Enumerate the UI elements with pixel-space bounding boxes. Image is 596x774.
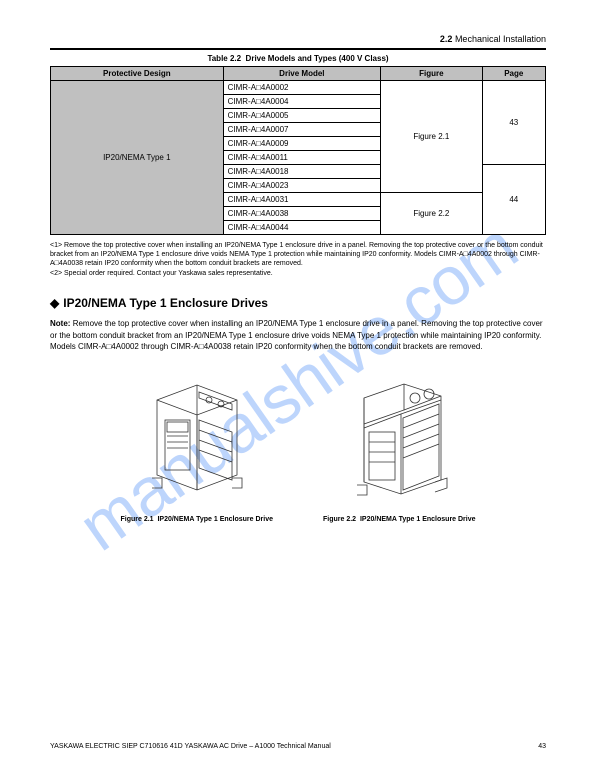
- cell-model: CIMR-A□4A0018: [223, 165, 380, 179]
- cell-model: CIMR-A□4A0044: [223, 221, 380, 235]
- cell-model: CIMR-A□4A0011: [223, 151, 380, 165]
- cell-model: CIMR-A□4A0005: [223, 109, 380, 123]
- col-figure: Figure: [381, 67, 483, 81]
- footer-left: YASKAWA ELECTRIC SIEP C710616 41D YASKAW…: [50, 743, 331, 750]
- cell-model: CIMR-A□4A0023: [223, 179, 380, 193]
- table-notes: <1> Remove the top protective cover when…: [50, 241, 546, 278]
- col-model: Drive Model: [223, 67, 380, 81]
- cell-page: 43: [482, 81, 545, 165]
- cell-design: IP20/NEMA Type 1: [51, 81, 224, 235]
- footer-page: 43: [538, 743, 546, 750]
- figure-left: Figure 2.1 IP20/NEMA Type 1 Enclosure Dr…: [120, 370, 273, 523]
- col-page: Page: [482, 67, 545, 81]
- note-1: <1> Remove the top protective cover when…: [50, 241, 546, 268]
- col-design: Protective Design: [51, 67, 224, 81]
- subsection-note: Note: Remove the top protective cover wh…: [50, 318, 546, 352]
- section-title: 2.2 Mechanical Installation: [440, 34, 546, 44]
- note-2: <2> Special order required. Contact your…: [50, 269, 546, 278]
- cell-model: CIMR-A□4A0007: [223, 123, 380, 137]
- drive-illustration-1: [137, 370, 257, 510]
- figure-caption-right: Figure 2.2 IP20/NEMA Type 1 Enclosure Dr…: [323, 516, 476, 523]
- subsection-title: ◆IP20/NEMA Type 1 Enclosure Drives: [50, 296, 546, 310]
- page-footer: YASKAWA ELECTRIC SIEP C710616 41D YASKAW…: [50, 743, 546, 750]
- cell-model: CIMR-A□4A0004: [223, 95, 380, 109]
- drive-illustration-2: [339, 370, 459, 510]
- cell-figure: Figure 2.1: [381, 81, 483, 193]
- cell-model: CIMR-A□4A0009: [223, 137, 380, 151]
- cell-figure: Figure 2.2: [381, 193, 483, 235]
- divider: [50, 48, 546, 50]
- cell-model: CIMR-A□4A0002: [223, 81, 380, 95]
- cell-model: CIMR-A□4A0031: [223, 193, 380, 207]
- figure-caption-left: Figure 2.1 IP20/NEMA Type 1 Enclosure Dr…: [120, 516, 273, 523]
- models-table: Protective Design Drive Model Figure Pag…: [50, 66, 546, 235]
- section-header: 2.2 Mechanical Installation: [50, 30, 546, 48]
- figure-row: Figure 2.1 IP20/NEMA Type 1 Enclosure Dr…: [50, 370, 546, 523]
- cell-model: CIMR-A□4A0038: [223, 207, 380, 221]
- table-row: IP20/NEMA Type 1CIMR-A□4A0002Figure 2.14…: [51, 81, 546, 95]
- page-content: 2.2 Mechanical Installation Table 2.2 Dr…: [50, 30, 546, 523]
- diamond-icon: ◆: [50, 296, 59, 310]
- figure-right: Figure 2.2 IP20/NEMA Type 1 Enclosure Dr…: [323, 370, 476, 523]
- table-caption: Table 2.2 Drive Models and Types (400 V …: [50, 54, 546, 63]
- cell-page: 44: [482, 165, 545, 235]
